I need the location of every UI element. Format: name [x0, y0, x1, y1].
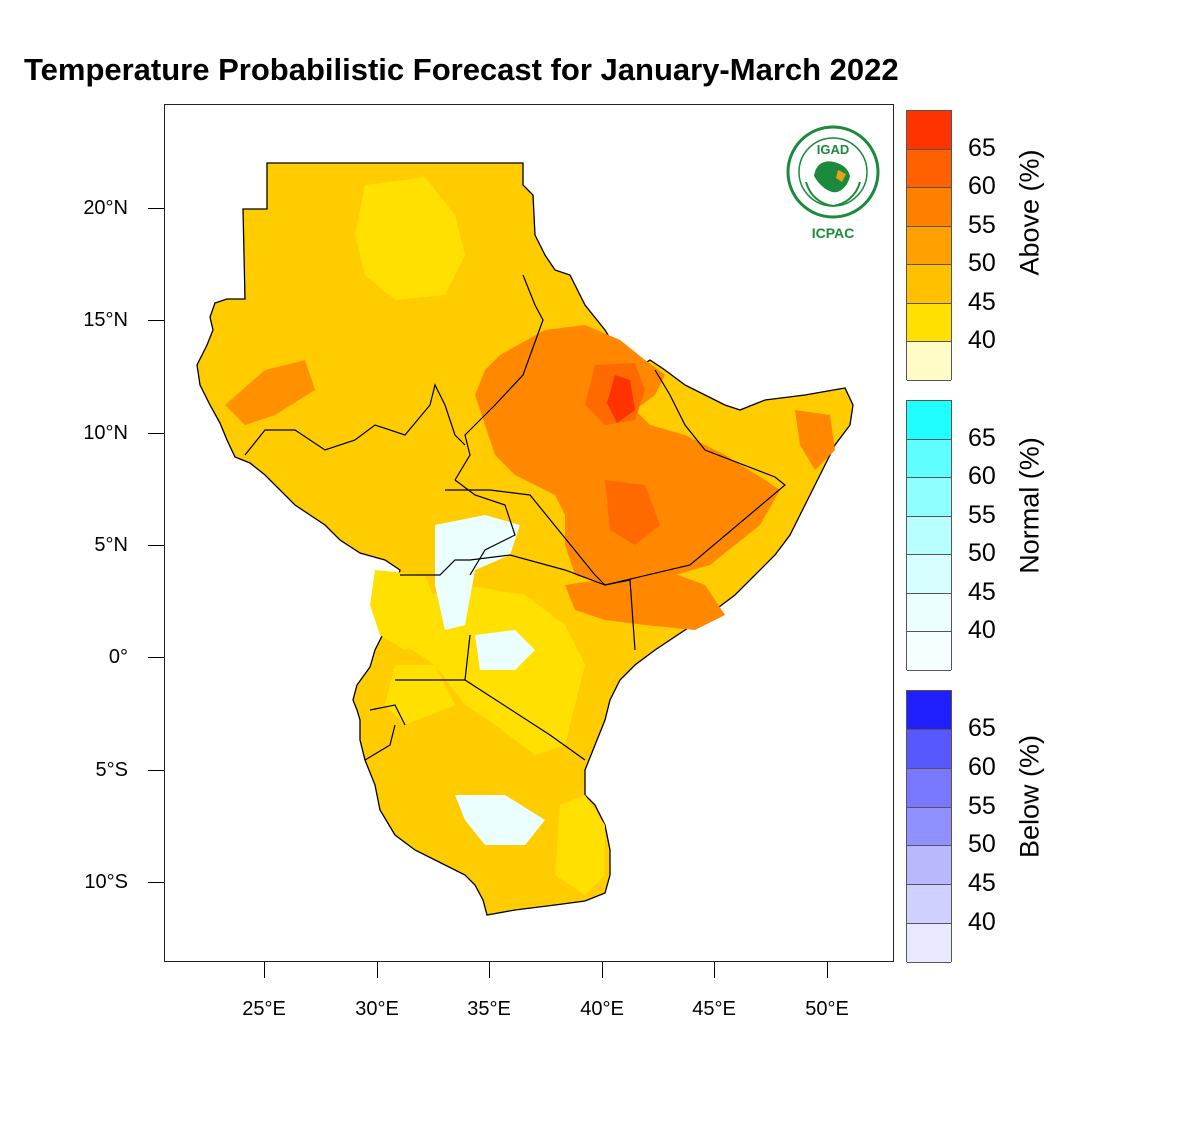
colorbar-label: 50 [968, 249, 996, 278]
x-tick [377, 962, 378, 978]
colorbar-swatch [907, 401, 951, 440]
x-tick-label: 45°E [692, 998, 736, 1020]
normal-40-zone [475, 630, 535, 670]
colorbar-below [906, 690, 952, 963]
x-tick-label: 40°E [580, 998, 624, 1020]
colorbar-label: 55 [968, 500, 996, 529]
colorbar-swatch [907, 885, 951, 925]
above-50-zone [475, 325, 780, 585]
colorbar-swatch [907, 691, 951, 730]
colorbar-label: 60 [968, 172, 996, 201]
colorbar-label: 60 [968, 462, 996, 491]
colorbar-label: 50 [968, 830, 996, 859]
colorbar-below-title: Below (%) [1014, 734, 1045, 859]
colorbar-swatch [907, 439, 951, 479]
colorbar-label: 65 [968, 133, 996, 162]
colorbar-swatch [907, 768, 951, 808]
y-tick [148, 433, 164, 434]
y-tick [148, 208, 164, 209]
above-50-zone [795, 410, 835, 470]
y-tick [148, 545, 164, 546]
colorbar-label: 40 [968, 908, 996, 937]
x-tick [489, 962, 490, 978]
colorbar-swatch [907, 149, 951, 189]
colorbar-label: 65 [968, 423, 996, 452]
colorbar-label: 65 [968, 713, 996, 742]
y-tick [148, 320, 164, 321]
map-title: Temperature Probabilistic Forecast for J… [24, 52, 899, 87]
above-50-zone [225, 360, 315, 425]
y-tick [148, 882, 164, 883]
colorbar-swatch [907, 226, 951, 266]
above-55-zone [605, 480, 660, 545]
y-tick-label: 5°S [95, 759, 128, 781]
above-40-zone [370, 570, 445, 650]
x-tick-label: 30°E [355, 998, 399, 1020]
igad-icpac-logo: IGAD ICPAC [786, 125, 880, 241]
colorbar-swatch [907, 924, 951, 963]
colorbar-label: 55 [968, 210, 996, 239]
x-tick [714, 962, 715, 978]
y-tick [148, 657, 164, 658]
colorbar-swatch [907, 111, 951, 150]
map-frame [164, 104, 894, 962]
y-tick-label: 0° [108, 646, 128, 668]
colorbar-swatch [907, 593, 951, 633]
country-borders [244, 274, 786, 761]
landmass-region [196, 162, 854, 916]
above-60-zone [607, 375, 635, 423]
x-tick [602, 962, 603, 978]
forecast-map [196, 162, 854, 916]
above-40-zone [555, 795, 605, 895]
colorbar-label: 40 [968, 616, 996, 645]
colorbar-label: 45 [968, 577, 996, 606]
colorbar-label: 60 [968, 752, 996, 781]
colorbar-swatch [907, 188, 951, 227]
logo-bottom-text: ICPAC [812, 225, 855, 241]
y-tick-label: 5°N [94, 534, 128, 556]
colorbar-label: 40 [968, 326, 996, 355]
colorbar-swatch [907, 846, 951, 886]
colorbar-swatch [907, 478, 951, 517]
colorbar-above [906, 110, 952, 381]
colorbar-normal [906, 400, 952, 671]
normal-40-zone [455, 795, 545, 845]
colorbar-swatch [907, 516, 951, 556]
logo-top-text: IGAD [817, 142, 850, 157]
x-tick-label: 50°E [805, 998, 849, 1020]
colorbar-label: 45 [968, 869, 996, 898]
y-tick-label: 10°N [83, 422, 128, 444]
colorbar-swatch [907, 555, 951, 594]
y-tick-label: 20°N [83, 197, 128, 219]
colorbar-swatch [907, 807, 951, 847]
x-tick-label: 35°E [467, 998, 511, 1020]
x-tick-label: 25°E [242, 998, 286, 1020]
x-tick [264, 962, 265, 978]
colorbar-above-title: Above (%) [1014, 149, 1045, 276]
colorbar-normal-title: Normal (%) [1014, 437, 1045, 574]
above-40-zone [355, 177, 465, 300]
colorbar-label: 45 [968, 287, 996, 316]
colorbar-swatch [907, 303, 951, 343]
colorbar-label: 55 [968, 791, 996, 820]
colorbar-swatch [907, 729, 951, 769]
y-tick-label: 10°S [84, 871, 128, 893]
colorbar-swatch [907, 265, 951, 304]
y-tick-label: 15°N [83, 309, 128, 331]
y-tick [148, 770, 164, 771]
colorbar-swatch [907, 632, 951, 671]
x-tick [827, 962, 828, 978]
colorbar-swatch [907, 342, 951, 381]
colorbar-label: 50 [968, 539, 996, 568]
